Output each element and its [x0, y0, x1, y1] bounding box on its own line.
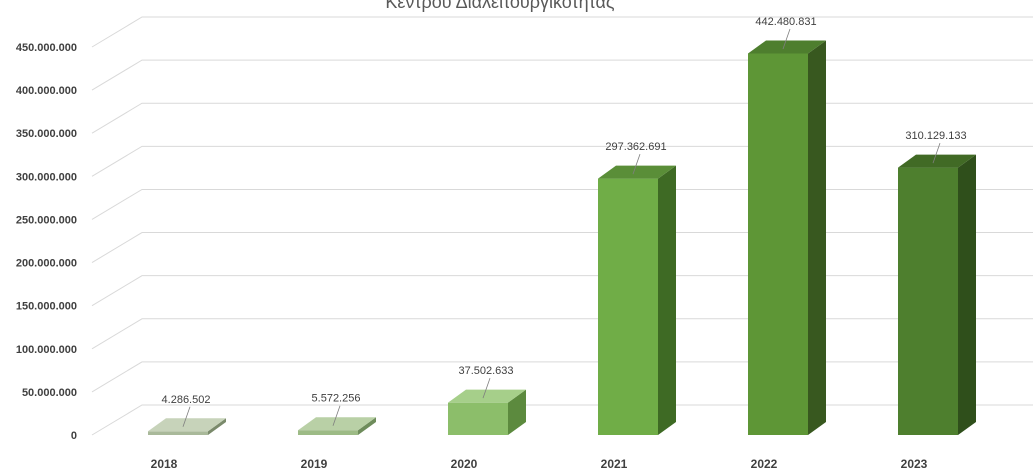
bar-side [358, 417, 376, 435]
bar-2023 [898, 154, 976, 435]
y-tick-label: 0 [71, 430, 77, 442]
x-category-label: 2020 [451, 457, 478, 471]
gridlines [91, 16, 1033, 436]
y-tick-label: 100.000.000 [16, 344, 77, 356]
data-label-leader [332, 405, 341, 426]
bar-side [208, 418, 226, 435]
gridline [91, 59, 1033, 91]
y-tick-label: 350.000.000 [16, 128, 77, 140]
x-category-label: 2021 [601, 457, 628, 471]
data-label-leader [182, 406, 191, 427]
bar-top [748, 40, 826, 54]
bar-top [598, 165, 676, 179]
y-tick-label: 450.000.000 [16, 42, 77, 54]
data-label-leader [482, 378, 491, 399]
gridline [91, 275, 1033, 307]
bar-front [148, 431, 208, 435]
bar-front [748, 53, 808, 436]
bar-front [298, 430, 358, 435]
y-tick-label: 200.000.000 [16, 258, 77, 270]
y-tick-label: 300.000.000 [16, 171, 77, 183]
y-tick-label: 400.000.000 [16, 85, 77, 97]
gridline [91, 188, 1033, 220]
chart-title: Κέντρου Διαλειτουργικότητας [385, 0, 615, 12]
bar-2018 [148, 418, 226, 435]
data-label-leader [782, 28, 791, 50]
bar-2020 [448, 389, 526, 435]
data-labels: 4.286.502 5.572.256 37.502.633 297.362.691 4… [162, 16, 967, 427]
gridline [91, 318, 1033, 350]
gridline [91, 16, 1033, 48]
bar-top [448, 389, 526, 403]
data-label: 4.286.502 [162, 394, 211, 406]
bars [148, 40, 976, 436]
data-label: 297.362.691 [605, 141, 666, 153]
gridline [91, 361, 1033, 393]
data-label: 442.480.831 [755, 16, 816, 28]
y-tick-label: 50.000.000 [22, 387, 77, 399]
data-label: 5.572.256 [312, 393, 361, 405]
bar-side [958, 154, 976, 435]
bar-2021 [598, 165, 676, 435]
data-label-leader [632, 153, 641, 175]
x-category-label: 2023 [901, 457, 928, 471]
gridline [91, 404, 1033, 436]
gridline [91, 102, 1033, 134]
gridline [91, 232, 1033, 263]
y-tick-label: 150.000.000 [16, 301, 77, 313]
bar-top [148, 418, 226, 432]
bar-2019 [298, 417, 376, 435]
bar-front [448, 402, 508, 435]
bar-front [598, 178, 658, 435]
y-axis-ticks: 0 50.000.000 100.000.000 150.000.000 200.000… [16, 42, 77, 442]
bar-top [898, 154, 976, 168]
data-label: 37.502.633 [458, 365, 513, 377]
x-category-label: 2022 [751, 457, 778, 471]
bar-2022 [748, 40, 826, 436]
x-axis-categories: 2018 2019 2020 2021 2022 2023 [151, 457, 928, 471]
bar-front [898, 167, 958, 435]
data-label-leader [932, 142, 941, 164]
x-category-label: 2019 [301, 457, 328, 471]
bar-side [808, 40, 826, 436]
gridline [91, 145, 1033, 177]
x-category-label: 2018 [151, 457, 178, 471]
bar-side [508, 389, 526, 435]
bar-side [658, 165, 676, 435]
y-tick-label: 250.000.000 [16, 214, 77, 226]
bar-top [298, 417, 376, 431]
data-label: 310.129.133 [905, 130, 966, 142]
